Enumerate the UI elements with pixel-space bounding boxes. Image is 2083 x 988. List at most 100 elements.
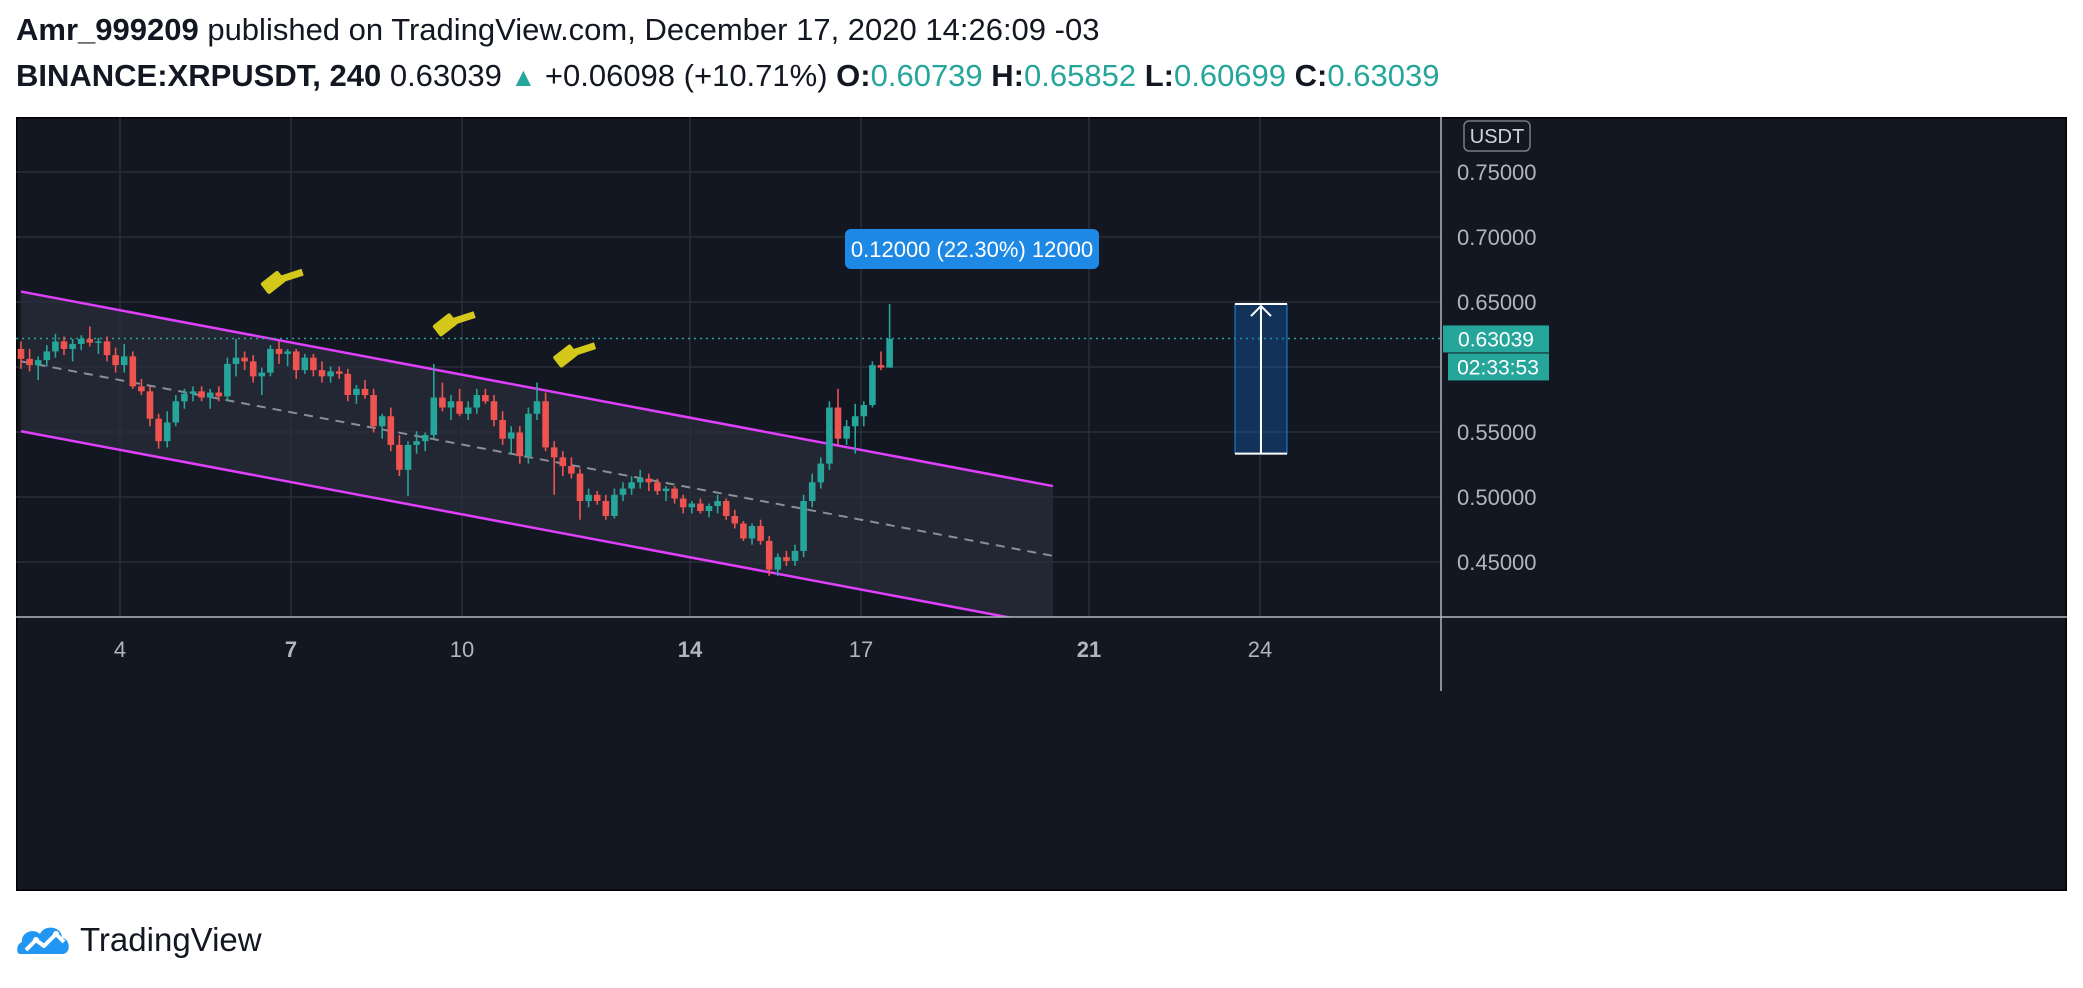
- candle-body: [593, 494, 601, 502]
- x-tick-label: 14: [678, 637, 703, 662]
- candle-body: [258, 372, 266, 377]
- candle-body: [404, 444, 412, 470]
- candle-body: [430, 397, 438, 435]
- measure-label-box: [845, 229, 1099, 269]
- candle-body: [310, 357, 317, 371]
- candle-body: [791, 550, 799, 561]
- symbol-name[interactable]: BINANCE:XRPUSDT, 240: [16, 58, 382, 93]
- candle-body: [370, 395, 377, 427]
- hammer-icon: [432, 313, 458, 337]
- candle-body: [886, 338, 893, 368]
- candle-body: [232, 357, 240, 364]
- candle-body: [499, 419, 506, 439]
- countdown-tag: [1448, 353, 1549, 381]
- measure-arrow-head: [1250, 304, 1272, 317]
- open-value: 0.60739: [870, 58, 983, 93]
- published-text: published on TradingView.com, December 1…: [207, 12, 1100, 47]
- hammer-marker-1: [260, 268, 304, 294]
- x-tick-label: 24: [1248, 637, 1272, 662]
- candle-body: [740, 523, 747, 539]
- hammer-handle: [573, 342, 597, 356]
- candle-body: [783, 557, 790, 561]
- candle-body: [421, 434, 429, 442]
- candle-body: [181, 393, 188, 402]
- candle-body: [241, 357, 248, 362]
- candle-body: [748, 525, 756, 539]
- candle-body: [765, 540, 773, 570]
- candle-body: [215, 392, 223, 397]
- candle-body: [112, 355, 119, 366]
- candle-body: [439, 397, 446, 408]
- y-tick-label: 0.45000: [1457, 550, 1537, 575]
- candle-body: [413, 441, 420, 445]
- candle-body: [800, 501, 807, 551]
- candle-body: [679, 498, 687, 508]
- candle-body: [60, 341, 68, 349]
- x-tick-label: 21: [1077, 637, 1101, 662]
- candle-body: [808, 482, 816, 502]
- close-value: 0.63039: [1327, 58, 1440, 93]
- candle-body: [344, 373, 352, 396]
- candle-body: [146, 391, 154, 419]
- candle-body: [774, 557, 782, 570]
- candle-body: [318, 370, 326, 377]
- author-name[interactable]: Amr_999209: [16, 12, 199, 47]
- candle-body: [636, 478, 644, 483]
- candle-body: [869, 365, 876, 406]
- x-tick-label: 10: [450, 637, 474, 662]
- hammer-handle: [452, 311, 476, 325]
- candle-body: [464, 407, 472, 414]
- y-tick-label: 0.70000: [1457, 225, 1537, 250]
- candle-body: [103, 341, 111, 356]
- candle-body: [129, 356, 137, 387]
- tradingview-logo-icon[interactable]: [16, 920, 72, 960]
- y-tick-label: 0.50000: [1457, 485, 1537, 510]
- y-tick-label: 0.75000: [1457, 160, 1537, 185]
- candle-body: [387, 416, 395, 445]
- hammer-marker-2: [432, 311, 476, 337]
- markers: [260, 268, 597, 368]
- candle-body: [172, 401, 180, 423]
- up-triangle-icon: ▲: [510, 62, 537, 92]
- candle-body: [705, 506, 713, 512]
- last-price-tag-label: 0.63039: [1458, 328, 1534, 351]
- channel-band: [21, 291, 1053, 617]
- candle-body: [275, 348, 283, 354]
- x-tick-label: 7: [285, 637, 297, 662]
- x-tick-label: 17: [849, 637, 873, 662]
- brand-name[interactable]: TradingView: [80, 921, 262, 958]
- high-value: 0.65852: [1024, 58, 1137, 93]
- candle-body: [714, 501, 721, 507]
- candle-body: [507, 432, 515, 439]
- candle-body: [671, 488, 678, 499]
- candle-body: [456, 401, 463, 414]
- candle-body: [482, 395, 489, 402]
- candle-body: [26, 358, 33, 366]
- candle-body: [611, 494, 618, 517]
- candle-body: [189, 391, 197, 394]
- candle-body: [34, 360, 42, 366]
- candle-body: [542, 401, 549, 448]
- candle-body: [163, 422, 171, 442]
- candle-body: [198, 391, 205, 398]
- hammer-icon: [260, 270, 286, 294]
- low-label: L:: [1144, 58, 1174, 93]
- candle-body: [559, 457, 567, 467]
- hammer-icon: [553, 344, 578, 368]
- open-label: O:: [836, 58, 871, 93]
- price-chart[interactable]: 0.12000 (22.30%) 12000 4 7 10 14 17 21 24 0.750…: [16, 117, 2067, 891]
- candle-body: [86, 338, 94, 343]
- x-tick-label: 4: [114, 637, 126, 662]
- candle-body: [654, 482, 661, 492]
- candle-body: [576, 473, 584, 502]
- hammer-marker-3: [553, 342, 597, 368]
- last-price-tag: [1443, 325, 1549, 353]
- candle-body: [69, 343, 76, 349]
- candle-body: [619, 488, 627, 495]
- candle-body: [697, 503, 704, 512]
- candle-body: [817, 463, 825, 483]
- currency-label: USDT: [1470, 126, 1524, 148]
- candle-body: [568, 466, 575, 474]
- candle-body: [378, 416, 386, 427]
- footer: TradingView: [16, 916, 262, 964]
